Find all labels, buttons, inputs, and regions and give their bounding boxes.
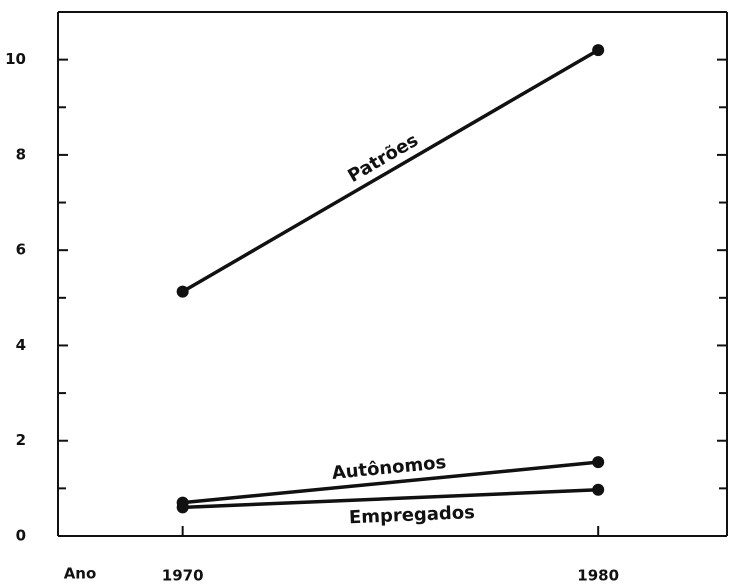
point <box>176 285 189 298</box>
point <box>592 44 605 57</box>
series-line <box>181 48 600 294</box>
y-tick-label: 10 <box>5 50 26 68</box>
y-tick-label: 4 <box>16 336 26 354</box>
y-tick-label: 0 <box>16 527 26 545</box>
point <box>592 456 605 469</box>
series-line <box>182 488 599 510</box>
y-tick-label: 2 <box>16 431 26 449</box>
x-tick-label: 1970 <box>162 567 204 585</box>
y-tick-label: 8 <box>16 145 26 163</box>
x-tick-label: 1980 <box>577 567 619 585</box>
point <box>176 501 189 514</box>
series-line <box>182 460 599 505</box>
x-axis-label: Ano <box>64 565 97 583</box>
series-label: Empregados <box>349 502 476 528</box>
point <box>592 483 605 496</box>
y-tick-label: 6 <box>16 241 26 259</box>
